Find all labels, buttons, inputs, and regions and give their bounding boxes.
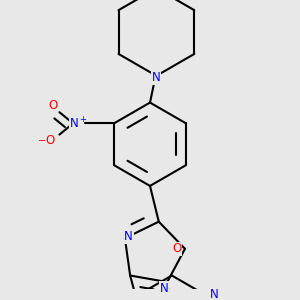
Text: N: N (70, 117, 78, 130)
Text: N: N (124, 230, 133, 243)
Text: O: O (172, 242, 182, 255)
Text: −: − (38, 136, 46, 146)
Text: N: N (210, 288, 219, 300)
Text: N: N (160, 282, 168, 295)
Text: +: + (79, 115, 86, 124)
Text: O: O (48, 99, 58, 112)
Text: O: O (46, 134, 55, 147)
Text: N: N (152, 71, 161, 84)
